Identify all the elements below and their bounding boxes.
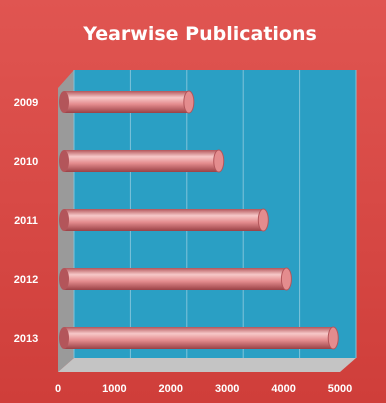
y-axis-labels: 2009 2010 2011 2012 2013	[14, 97, 38, 345]
bar-start-cap	[59, 150, 69, 172]
bar-end-cap	[257, 208, 269, 232]
bar	[59, 208, 269, 232]
bar-body	[64, 91, 189, 113]
x-tick-label: 5000	[328, 383, 352, 395]
bar-start-cap	[59, 327, 69, 349]
bar-body	[64, 209, 264, 231]
bar	[59, 267, 292, 291]
bar-series	[59, 90, 339, 350]
bar	[59, 90, 195, 114]
x-tick-label: 4000	[271, 383, 295, 395]
bar-end-cap	[327, 326, 339, 350]
bar-body	[64, 150, 219, 172]
y-tick-label: 2012	[14, 274, 38, 286]
y-tick-label: 2013	[14, 333, 38, 345]
bar-end-cap	[183, 90, 195, 114]
x-tick-label: 0	[55, 383, 61, 395]
chart-title: Yearwise Publications	[82, 23, 317, 45]
bar-body	[64, 327, 334, 349]
x-tick-label: 3000	[215, 383, 239, 395]
bar-start-cap	[59, 91, 69, 113]
y-tick-label: 2010	[14, 156, 38, 168]
y-tick-label: 2009	[14, 97, 38, 109]
bar	[59, 326, 339, 350]
bar-start-cap	[59, 268, 69, 290]
bar-end-cap	[213, 149, 225, 173]
bar-end-cap	[280, 267, 292, 291]
bar-start-cap	[59, 209, 69, 231]
plot-floor	[58, 358, 356, 372]
bar-body	[64, 268, 287, 290]
x-axis-labels: 0 1000 2000 3000 4000 5000	[55, 383, 352, 395]
x-tick-label: 1000	[102, 383, 126, 395]
x-tick-label: 2000	[159, 383, 183, 395]
bar	[59, 149, 225, 173]
y-tick-label: 2011	[14, 215, 38, 227]
